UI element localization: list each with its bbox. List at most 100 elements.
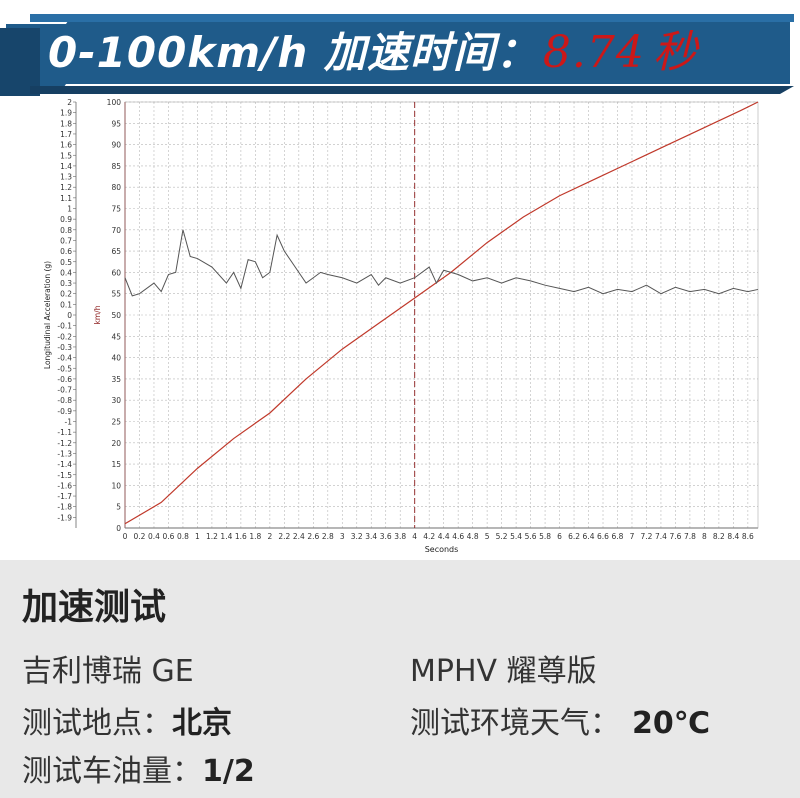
acceleration-line	[124, 229, 759, 297]
x-tick-label: 3.2	[351, 532, 363, 541]
x-tick-label: 2.4	[293, 532, 305, 541]
y1-tick-label: -0.2	[57, 332, 72, 341]
banner-shape	[0, 14, 794, 96]
y2-tick-label: 100	[107, 98, 122, 107]
y1-tick-label: -1.7	[57, 492, 72, 501]
y2-tick-label: 70	[111, 226, 121, 235]
info-panel: 加速测试 吉利博瑞 GE MPHV 耀尊版 测试地点：北京 测试环境天气： 20℃…	[0, 560, 800, 798]
x-tick-label: 2.8	[322, 532, 334, 541]
x-tick-label: 1.4	[220, 532, 232, 541]
y1-tick-label: 0.8	[60, 226, 72, 235]
y2-axis-title: km/h	[93, 305, 102, 324]
y2-tick-label: 5	[116, 503, 121, 512]
x-tick-label: 8.6	[742, 532, 754, 541]
x-tick-label: 5	[485, 532, 490, 541]
y1-tick-label: -0.7	[57, 386, 72, 395]
y2-tick-label: 50	[111, 311, 121, 320]
fuel-value: 1/2	[202, 754, 255, 789]
banner-time-unit: 秒	[652, 27, 698, 78]
chart-axes	[73, 101, 759, 529]
y1-tick-label: -1.5	[57, 471, 72, 480]
y1-tick-label: 0.5	[60, 258, 72, 267]
x-tick-label: 5.8	[539, 532, 551, 541]
y2-tick-label: 85	[111, 162, 121, 171]
location-line: 测试地点：北京	[22, 698, 232, 742]
y1-tick-label: -0.5	[57, 364, 72, 373]
y1-tick-label: 1.5	[60, 151, 72, 160]
y1-axis-title: Longitudinal Acceleration (g)	[43, 261, 52, 369]
x-tick-label: 4.6	[452, 532, 464, 541]
x-tick-label: 6.6	[597, 532, 609, 541]
y1-tick-label: 1.6	[60, 141, 72, 150]
y2-tick-label: 45	[111, 332, 121, 341]
x-tick-label: 7.2	[640, 532, 652, 541]
y1-tick-label: 0.1	[60, 300, 72, 309]
chart-labels: 0 0.2 0.4 0.6 0.8 1 1.2 1.4 1.6 1.8 2 2.2 2.4 2.6 2.8 3…	[43, 98, 754, 554]
x-tick-label: 3	[340, 532, 345, 541]
y1-tick-label: 1.8	[60, 119, 72, 128]
x-tick-label: 5.2	[496, 532, 508, 541]
y1-tick-label: 1.7	[60, 130, 72, 139]
y2-tick-label: 65	[111, 247, 121, 256]
y1-tick-label: -1	[65, 418, 73, 427]
y1-tick-label: -1.1	[57, 428, 72, 437]
x-tick-label: 7.8	[684, 532, 696, 541]
x-tick-label: 8	[702, 532, 707, 541]
x-axis-title: Seconds	[425, 545, 459, 554]
x-tick-label: 3.8	[394, 532, 406, 541]
y2-tick-label: 55	[111, 290, 121, 299]
y2-tick-label: 20	[111, 439, 121, 448]
y1-tick-label: 2	[67, 98, 72, 107]
y1-tick-label: 1.9	[60, 109, 72, 118]
x-tick-label: 1.2	[206, 532, 218, 541]
x-tick-label: 1	[195, 532, 200, 541]
weather-label: 测试环境天气：	[410, 706, 620, 741]
x-tick-label: 7	[630, 532, 635, 541]
y1-tick-label: -1.2	[57, 439, 72, 448]
fuel-label: 测试车油量：	[22, 754, 202, 789]
y1-tick-label: 0.6	[60, 247, 72, 256]
speed-line	[124, 101, 759, 525]
y2-tick-label: 10	[111, 481, 121, 490]
y1-tick-label: 0	[67, 311, 72, 320]
x-tick-label: 4.4	[438, 532, 450, 541]
x-tick-label: 8.4	[727, 532, 739, 541]
y1-tick-label: 0.3	[60, 279, 72, 288]
x-tick-label: 0.4	[148, 532, 160, 541]
y1-tick-label: -1.6	[57, 481, 72, 490]
y1-tick-label: -1.8	[57, 503, 72, 512]
y2-tick-label: 35	[111, 375, 121, 384]
section-title: 加速测试	[22, 587, 167, 628]
location-value: 北京	[172, 706, 232, 741]
y1-tick-label: -0.8	[57, 396, 72, 405]
y1-tick-label: -0.3	[57, 343, 72, 352]
plot-frame	[124, 101, 759, 529]
x-tick-label: 6.2	[568, 532, 580, 541]
y2-tick-label: 40	[111, 354, 121, 363]
x-tick-label: 1.6	[235, 532, 247, 541]
y1-tick-label: 0.4	[60, 268, 72, 277]
y1-tick-label: 1	[67, 205, 72, 214]
car-trim: MPHV 耀尊版	[410, 654, 597, 689]
x-tick-label: 2	[267, 532, 272, 541]
chart-grid	[124, 101, 758, 529]
x-tick-label: 7.4	[655, 532, 667, 541]
y1-tick-label: -1.3	[57, 449, 72, 458]
x-tick-label: 4.2	[423, 532, 435, 541]
weather-value: 20℃	[632, 706, 711, 741]
x-tick-label: 0	[123, 532, 128, 541]
y1-tick-label: -0.1	[57, 322, 72, 331]
y1-tick-label: 0.2	[60, 290, 72, 299]
fuel-line: 测试车油量：1/2	[22, 746, 255, 790]
y1-tick-label: 1.3	[60, 173, 72, 182]
x-tick-label: 7.6	[669, 532, 681, 541]
y2-tick-label: 90	[111, 141, 121, 150]
x-tick-label: 2.6	[307, 532, 319, 541]
x-tick-label: 5.4	[510, 532, 522, 541]
banner-time-value: 8.74	[542, 27, 645, 78]
banner-title: 0-100km/h 加速时间：8.74 秒	[48, 26, 698, 80]
x-tick-label: 0.2	[134, 532, 146, 541]
y1-tick-label: 1.2	[60, 183, 72, 192]
chart-series	[124, 101, 759, 528]
x-tick-label: 6	[557, 532, 562, 541]
